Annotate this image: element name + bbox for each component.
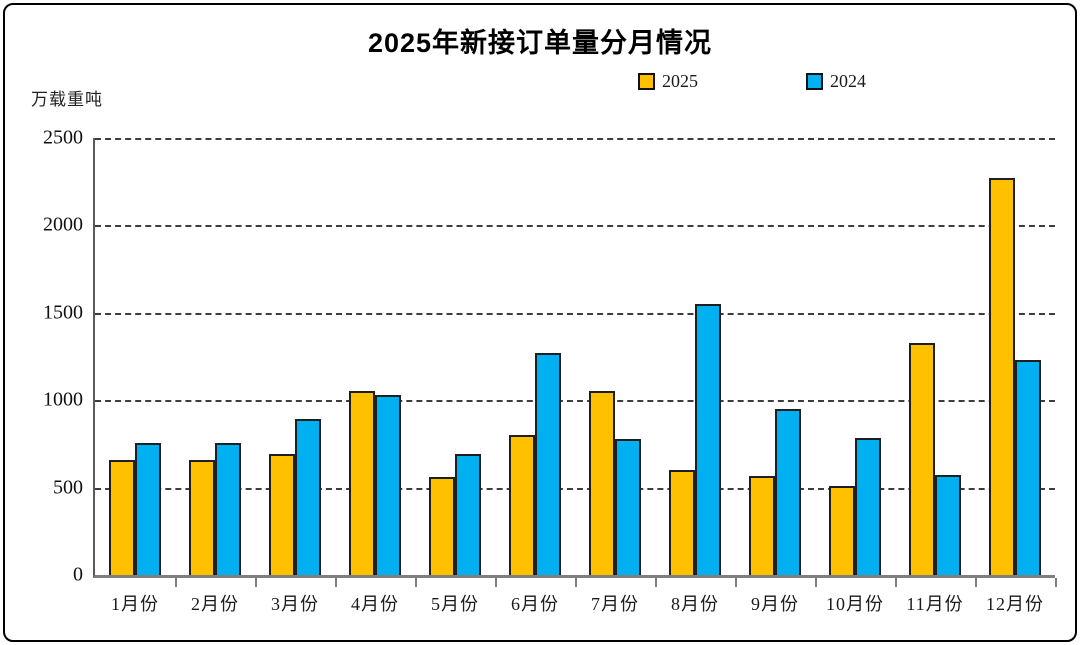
x-tick-label-4月份: 4月份	[351, 594, 399, 614]
y-tick-label-500: 500	[53, 476, 83, 499]
gridline-1000	[95, 400, 1055, 403]
x-tick-mark-4	[414, 578, 417, 587]
bar-2024-1月份	[135, 443, 161, 575]
bar-2025-1月份	[109, 459, 135, 575]
bar-group-2月份	[175, 138, 255, 575]
y-tick-label-2000: 2000	[43, 213, 83, 236]
x-tick-mark-1	[174, 578, 177, 587]
x-tick-label-1月份: 1月份	[110, 594, 159, 614]
plot-area: 0 500 1000 1500 2000 2500 1月份 2月份 3月份 4月份 5月份 6月份 7…	[43, 127, 1057, 614]
bar-2025-5月份	[429, 477, 455, 575]
x-tick-label-12月份: 12月份	[986, 594, 1044, 614]
legend: 2025 2024	[638, 71, 866, 92]
y-tick-label-2500: 2500	[43, 126, 83, 149]
gridline-2500	[95, 138, 1055, 140]
x-tick-label-10月份: 10月份	[826, 594, 884, 614]
bar-2024-9月份	[775, 408, 801, 575]
gridline-2000	[95, 225, 1055, 228]
x-tick-label-11月份: 11月份	[906, 594, 964, 614]
gridline-1500	[95, 312, 1055, 315]
legend-item-2024: 2024	[806, 71, 866, 92]
gridline-500	[95, 487, 1055, 490]
bar-group-5月份	[415, 138, 495, 575]
bar-2024-4月份	[375, 394, 401, 575]
bar-2025-10月份	[829, 485, 855, 575]
y-tick-label-1500: 1500	[43, 301, 83, 324]
x-tick-mark-10	[895, 578, 897, 587]
bar-group-3月份	[255, 138, 335, 575]
bar-group-8月份	[655, 138, 735, 575]
bar-2025-4月份	[349, 391, 375, 575]
x-tick-mark-2	[254, 578, 257, 587]
bar-2024-7月份	[615, 438, 641, 575]
legend-label-2025: 2025	[662, 71, 698, 91]
bar-2024-6月份	[535, 353, 561, 575]
bar-groups	[95, 138, 1055, 575]
bar-2025-8月份	[669, 470, 695, 575]
bar-2025-9月份	[749, 476, 775, 575]
x-tick-label-8月份: 8月份	[671, 594, 719, 614]
bar-2025-2月份	[189, 459, 215, 575]
y-axis-unit-label: 万载重吨	[31, 90, 103, 109]
x-tick-label-3月份: 3月份	[271, 594, 319, 614]
legend-label-2024: 2024	[830, 71, 866, 91]
bar-group-12月份	[975, 138, 1055, 575]
bar-2024-3月份	[295, 418, 321, 575]
bar-2025-7月份	[589, 391, 615, 575]
bar-group-4月份	[335, 138, 415, 575]
bar-group-9月份	[735, 138, 815, 575]
y-tick-label-1000: 1000	[43, 388, 83, 411]
x-tick-mark-9	[815, 578, 817, 587]
y-tick-label-0: 0	[73, 563, 83, 586]
x-tick-mark-3	[335, 578, 337, 587]
bar-2024-11月份	[935, 475, 961, 575]
x-tick-label-5月份: 5月份	[431, 594, 479, 614]
bar-2024-12月份	[1015, 360, 1041, 575]
bar-2024-5月份	[455, 454, 481, 575]
x-tick-mark-5	[495, 578, 497, 587]
bar-group-7月份	[575, 138, 655, 575]
chart-frame: 2025年新接订单量分月情况 2025 2024 万载重吨 0 500 1000 15…	[3, 3, 1077, 642]
bar-group-6月份	[495, 138, 575, 575]
x-tick-label-9月份: 9月份	[751, 594, 799, 614]
x-tick-mark-6	[575, 578, 577, 587]
x-tick-label-6月份: 6月份	[511, 594, 559, 614]
legend-swatch-2025-icon	[638, 73, 655, 90]
x-tick-label-7月份: 7月份	[591, 594, 639, 614]
bar-2024-8月份	[695, 304, 721, 575]
bar-2025-3月份	[269, 454, 295, 575]
bar-2025-12月份	[989, 178, 1015, 575]
x-tick-mark-11	[975, 578, 977, 587]
x-tick-mark-8	[734, 578, 737, 587]
x-tick-mark-12	[1055, 578, 1057, 587]
x-tick-label-2月份: 2月份	[191, 594, 239, 614]
x-tick-mark-7	[655, 578, 657, 587]
bar-group-10月份	[815, 138, 895, 575]
bar-2025-11月份	[909, 342, 935, 575]
bar-group-11月份	[895, 138, 975, 575]
bar-group-1月份	[95, 138, 175, 575]
chart-title: 2025年新接订单量分月情况	[367, 28, 713, 58]
bar-2024-2月份	[215, 443, 241, 575]
legend-swatch-2024-icon	[806, 73, 823, 90]
legend-item-2025: 2025	[638, 71, 698, 92]
bar-2024-10月份	[855, 437, 881, 575]
bar-2025-6月份	[509, 435, 535, 575]
